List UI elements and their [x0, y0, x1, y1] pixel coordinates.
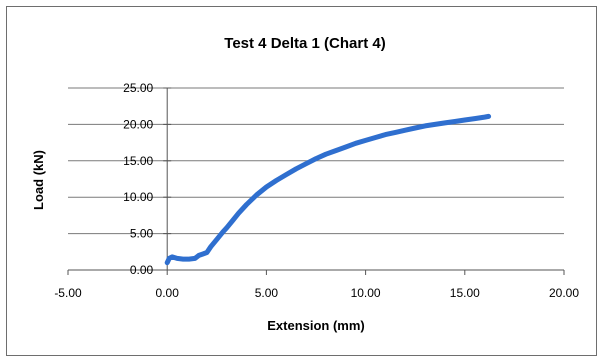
- x-tick-label-2: 5.00: [255, 286, 279, 300]
- y-tick-label-4: 20.00: [123, 117, 153, 131]
- y-tick-label-2: 10.00: [123, 190, 153, 204]
- y-tick-label-5: 25.00: [123, 81, 153, 95]
- y-tick-label-1: 5.00: [130, 227, 154, 241]
- x-tick-label-0: -5.00: [54, 286, 82, 300]
- chart-frame: [6, 6, 597, 356]
- x-axis-label: Extension (mm): [267, 318, 365, 333]
- x-tick-labels: -5.00 0.00 5.00 10.00 15.00 20.00: [54, 286, 579, 300]
- chart-title: Test 4 Delta 1 (Chart 4): [224, 35, 385, 52]
- gridlines: [68, 87, 564, 235]
- axes: [67, 87, 565, 275]
- y-tick-label-0: 0.00: [130, 263, 154, 277]
- series-line-0: [164, 113, 492, 266]
- x-tick-label-5: 20.00: [549, 286, 579, 300]
- x-tick-label-3: 10.00: [351, 286, 381, 300]
- x-tick-label-1: 0.00: [156, 286, 180, 300]
- y-tick-labels: 0.00 5.00 10.00 15.00 20.00 25.00: [123, 81, 153, 277]
- series-layer: [164, 113, 492, 266]
- x-tick-label-4: 15.00: [450, 286, 480, 300]
- y-tick-label-3: 15.00: [123, 154, 153, 168]
- y-axis-label: Load (kN): [31, 150, 46, 210]
